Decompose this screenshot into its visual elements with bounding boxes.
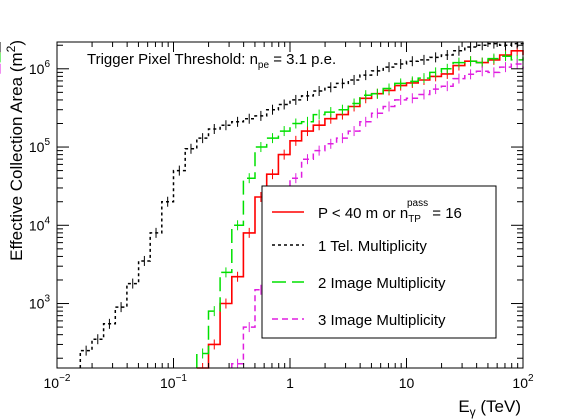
annotation: Trigger Pixel Threshold: npe = 3.1 p.e. [87, 51, 336, 71]
x-tick-label-3: 1 [286, 375, 294, 391]
x-tick-label-5: 102 [512, 373, 534, 391]
legend-entry-4: 3 Image Multiplicity [318, 312, 446, 329]
legend-entry-3: 2 Image Multiplicity [318, 275, 446, 292]
y-tick-label-2: 104 [29, 215, 51, 233]
svg-text:Eγ (TeV): Eγ (TeV) [458, 397, 521, 419]
x-tick-label-4: 10 [399, 375, 415, 391]
y-axis-title-main: Effective Collection Area (m [7, 52, 26, 261]
legend-entry-2: 1 Tel. Multiplicity [318, 238, 427, 255]
legend-1-after: = 16 [428, 205, 462, 222]
svg-text:Trigger Pixel Threshold: npe =: Trigger Pixel Threshold: npe = 3.1 p.e. [87, 51, 336, 71]
legend-1-sub: TP [408, 214, 421, 225]
x-axis-title-main: E [458, 397, 469, 416]
y-tick-label-4: 106 [29, 59, 51, 77]
y-axis-title-after: ) [7, 40, 26, 46]
svg-text:Effective Collection Area (m2): Effective Collection Area (m2) [4, 40, 26, 261]
y-axis-title: Effective Collection Area (m2) [4, 40, 26, 261]
legend-1-text: P < 40 m or n [318, 205, 408, 222]
y-tick-label-1: 103 [29, 294, 51, 312]
axis-ticks: 10−2 10−1 1 10 102 103 104 105 106 [29, 42, 534, 391]
x-axis-title-sub: γ [470, 405, 476, 419]
x-axis-title: Eγ (TeV) [458, 397, 521, 419]
annotation-after: = 3.1 p.e. [269, 51, 336, 68]
y-tick-label-3: 105 [29, 137, 51, 155]
x-tick-label-2: 10−1 [160, 373, 187, 391]
series-2-line [79, 42, 524, 368]
y-axis-title-sup: 2 [4, 45, 18, 52]
legend-entry-1: P < 40 m or nTP pass = 16 [318, 198, 462, 225]
x-tick-label-1: 10−2 [44, 373, 71, 391]
legend-1-sup: pass [407, 198, 428, 209]
annotation-sub: pe [258, 60, 270, 71]
legend: P < 40 m or nTP pass = 16 1 Tel. Multipli… [261, 185, 497, 339]
x-axis-title-after: (TeV) [476, 397, 521, 416]
legend-samples [272, 211, 304, 320]
annotation-text: Trigger Pixel Threshold: n [87, 51, 258, 68]
